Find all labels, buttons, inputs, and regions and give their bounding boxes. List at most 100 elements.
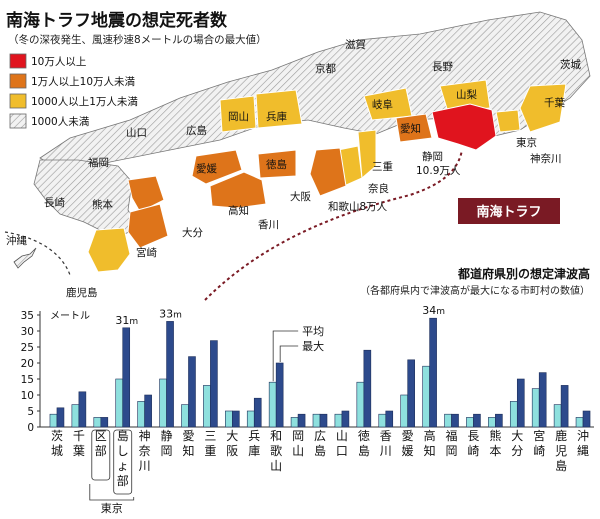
- x-tick-label: 島: [117, 428, 129, 443]
- label-nagano: 長野: [432, 61, 453, 73]
- label-aichi: 愛知: [400, 122, 421, 135]
- x-tick-label: 山: [336, 429, 348, 443]
- bar-max-23: [560, 385, 569, 428]
- label-kumamoto: 熊本: [92, 198, 113, 211]
- label-okayama: 岡山: [228, 111, 249, 123]
- label-hyogo: 兵庫: [266, 110, 287, 123]
- x-tick-label: 川: [139, 459, 151, 473]
- x-tick-label: 歌: [270, 443, 282, 458]
- region-honshu-base: [39, 11, 591, 177]
- x-tick-label: 部: [117, 473, 129, 488]
- label-ibaraki: 茨城: [560, 58, 581, 71]
- label-shiga: 滋賀: [345, 38, 366, 51]
- region-miyazaki: [127, 203, 169, 249]
- map-subtitle: （冬の深夜発生、風速秒速8メートルの場合の最大値）: [8, 33, 267, 46]
- x-tick-label: 大: [511, 429, 523, 443]
- data-label: 31m: [115, 314, 138, 327]
- bar-max-5: [166, 321, 174, 428]
- label-tokushima: 徳島: [266, 158, 287, 171]
- x-tick-label: 知: [182, 444, 194, 458]
- chart-subtitle: （各都府県内で津波高が最大になる市町村の数値）: [360, 284, 590, 297]
- x-tick-label: 愛: [402, 429, 414, 443]
- x-tick-label: 茨: [51, 429, 63, 443]
- bar-max-10: [275, 362, 284, 428]
- data-label: 34m: [422, 304, 445, 317]
- x-tick-label: 児: [555, 444, 567, 458]
- label-kanagawa: 神奈川: [530, 152, 562, 165]
- x-tick-label: 媛: [402, 444, 414, 458]
- region-aichi: [395, 113, 433, 143]
- label-hiroshima: 広島: [186, 124, 207, 137]
- x-tick-label: 奈: [139, 444, 151, 458]
- label-oita: 大分: [182, 226, 203, 239]
- x-tick-label: 徳: [358, 428, 370, 443]
- bar-max-0: [56, 407, 65, 428]
- region-ehime: [191, 149, 243, 185]
- x-tick-label: 区: [95, 429, 107, 443]
- bar-avg-23: [553, 404, 562, 428]
- bar-max-8: [232, 410, 240, 428]
- bar-avg-20: [488, 417, 496, 428]
- okinawa-trough-line: [4, 231, 71, 276]
- x-tick-label: 宮: [533, 428, 545, 443]
- legend-swatch-2: [9, 93, 27, 109]
- x-tick-label: 岡: [446, 444, 458, 458]
- label-wakayama: 和歌山8万人: [328, 200, 388, 213]
- bar-max-9: [253, 397, 262, 428]
- bar-avg-19: [466, 417, 474, 428]
- data-label: 33m: [159, 307, 182, 320]
- bar-avg-14: [356, 381, 365, 428]
- bar-max-3: [122, 327, 131, 428]
- label-yamaguchi: 山口: [126, 127, 147, 139]
- region-wakayama: [309, 147, 347, 197]
- region-okinawa: [13, 247, 37, 269]
- bar-max-15: [385, 410, 394, 428]
- x-tick-label: 部: [95, 443, 107, 458]
- bar-max-19: [473, 413, 481, 428]
- bar-avg-1: [71, 404, 80, 428]
- label-kyoto: 京都: [315, 62, 336, 75]
- tokyo-group-bracket: 東京: [89, 429, 135, 515]
- x-tick-label: 大: [226, 429, 238, 443]
- x-tick-label: 兵: [248, 429, 260, 443]
- x-tick-label: 知: [424, 444, 436, 458]
- x-axis-labels: 茨城千葉区部島しょ部神奈川静岡愛知三重大阪兵庫和歌山岡山広島山口徳島香川愛媛高知…: [51, 428, 589, 488]
- x-tick-label: し: [117, 444, 129, 458]
- y-axis-label: メートル: [50, 311, 90, 322]
- map: 南海トラフ地震の想定死者数 （冬の深夜発生、風速秒速8メートルの場合の最大値）: [4, 10, 591, 301]
- bar-avg-11: [290, 417, 299, 428]
- label-chiba: 千葉: [544, 96, 565, 109]
- bar-avg-17: [422, 365, 430, 428]
- tsunami-chart: 都道府県別の想定津波高 （各都府県内で津波高が最大になる市町村の数値） メートル…: [21, 266, 594, 515]
- x-tick-label: 本: [489, 444, 501, 458]
- x-tick-label: 熊: [489, 428, 501, 443]
- x-tick-label: 城: [51, 444, 63, 458]
- region-kochi: [209, 171, 267, 209]
- y-tick-label: 5: [27, 406, 34, 418]
- x-tick-label: 岡: [292, 429, 304, 443]
- x-tick-label: 千: [73, 429, 85, 443]
- bar-avg-0: [49, 413, 58, 428]
- x-tick-label: 山: [292, 444, 304, 458]
- y-tick-label: 25: [21, 342, 34, 354]
- region-tokushima: [257, 149, 297, 179]
- x-tick-label: 分: [511, 444, 523, 458]
- label-shizuoka-deaths: 10.9万人: [416, 165, 461, 177]
- label-okinawa: 沖縄: [6, 234, 27, 247]
- x-tick-label: 島: [555, 458, 567, 473]
- map-title: 南海トラフ地震の想定死者数: [6, 10, 228, 31]
- bar-max-21: [516, 378, 525, 428]
- legend-label-1: 1万人以上10万人未満: [31, 76, 136, 88]
- bar-avg-13: [334, 413, 343, 428]
- region-mie: [357, 129, 377, 180]
- bar-max-14: [363, 349, 372, 428]
- x-tick-label: 葉: [73, 444, 85, 458]
- bar-avg-18: [444, 413, 452, 428]
- tokyo-group-label: 東京: [101, 501, 123, 515]
- legend-swatch-1: [9, 73, 27, 89]
- label-yamanashi: 山梨: [456, 88, 477, 101]
- bar-max-6: [188, 356, 196, 428]
- map-legend: 10万人以上 1万人以上10万人未満 1000人以上1万人未満 1000人未満: [9, 53, 138, 129]
- x-tick-label: 静: [161, 429, 173, 443]
